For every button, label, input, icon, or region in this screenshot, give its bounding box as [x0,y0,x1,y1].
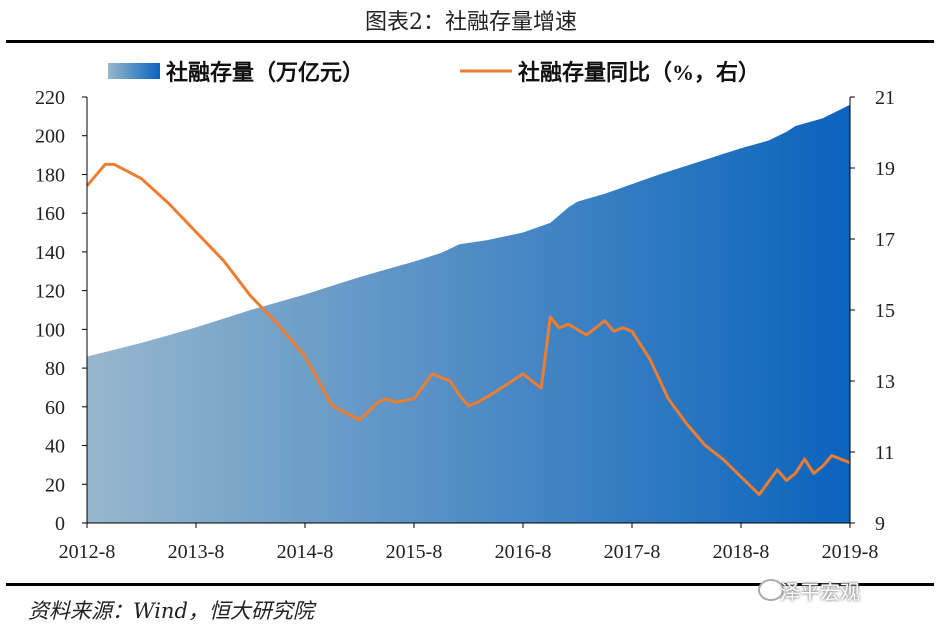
bottom-rule [6,583,934,586]
legend: 社融存量（万亿元） 社融存量同比（%，右） [108,60,760,85]
x-tick-label: 2013-8 [168,541,225,563]
y-left-tick-label: 60 [45,397,65,419]
y-right-tick-label: 21 [875,87,895,109]
chart: 0 20 40 60 80 100 120 140 160 180 200 220 9 11 13 15 17 1… [35,60,895,563]
x-tick-label: 2015-8 [386,541,443,563]
y-left-tick-label: 100 [35,319,65,341]
y-left-tick-label: 140 [35,242,65,264]
y-right-tick-label: 13 [875,371,895,393]
x-tick-label: 2017-8 [604,541,661,563]
plot-area [85,104,851,523]
y-left-tick-label: 200 [35,126,65,148]
y-left-tick-label: 220 [35,87,65,109]
y-left-tick-label: 40 [45,436,65,458]
y-left-tick-label: 20 [45,474,65,496]
y-right-tick-label: 9 [875,513,885,535]
x-tick-label: 2012-8 [59,541,116,563]
y-left-tick-label: 180 [35,164,65,186]
y-left-tick-label: 120 [35,281,65,303]
legend-swatch-area [108,63,160,79]
wechat-icon [758,579,784,601]
legend-label-area: 社融存量（万亿元） [166,60,364,85]
x-tick-label: 2016-8 [495,541,552,563]
legend-label-line: 社融存量同比（%，右） [518,60,760,85]
y-right-tick-label: 17 [875,229,895,251]
watermark: 泽平宏观 [780,580,860,604]
source-note: 资料来源：Wind，恒大研究院 [28,599,314,623]
y-left-tick-label: 0 [55,513,65,535]
y-right-tick-label: 11 [875,442,894,464]
line-series-yoy [85,162,851,497]
top-rule [6,40,934,43]
y-left-tick-label: 160 [35,203,65,225]
chart-title: 图表2：社融存量增速 [365,10,577,35]
x-tick-label: 2018-8 [713,541,770,563]
y-right-tick-label: 19 [875,158,895,180]
y-right-tick-label: 15 [875,300,895,322]
x-tick-label: 2019-8 [822,541,879,563]
x-tick-label: 2014-8 [277,541,334,563]
area-series-stock [87,104,850,523]
y-left-tick-label: 80 [45,358,65,380]
axes: 0 20 40 60 80 100 120 140 160 180 200 220 9 11 13 15 17 1… [35,87,895,563]
